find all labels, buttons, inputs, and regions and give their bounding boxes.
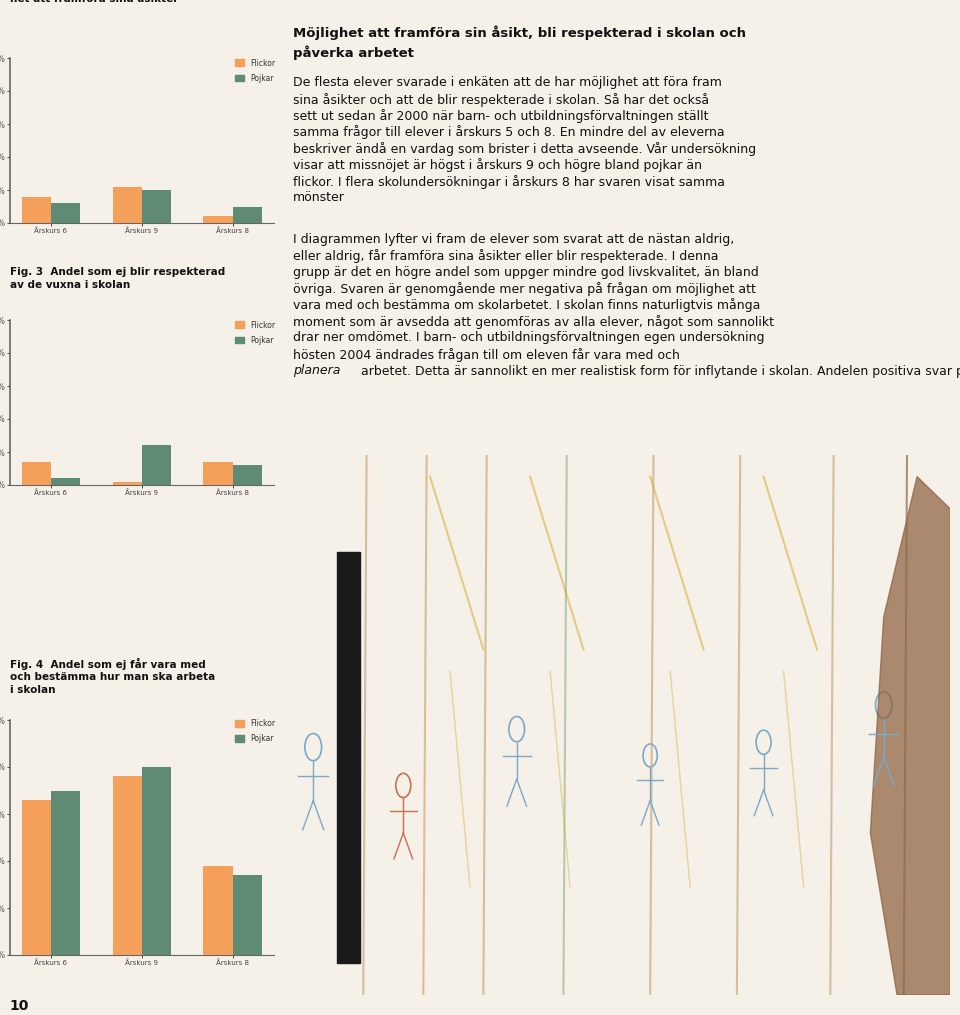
Bar [112,776,142,955]
Text: vara med och bestämma om skolarbetet. I skolan finns naturligtvis många: vara med och bestämma om skolarbetet. I … [293,298,760,313]
Bar [232,875,261,955]
Bar [51,203,80,223]
Bar [142,767,171,955]
Text: påverka arbetet: påverka arbetet [293,46,414,60]
Text: samma frågor till elever i årskurs 5 och 8. En mindre del av eleverna: samma frågor till elever i årskurs 5 och… [293,126,725,139]
Bar [232,206,261,223]
Legend: Flickor, Pojkar: Flickor, Pojkar [234,719,276,743]
Bar [112,187,142,223]
Legend: Flickor, Pojkar: Flickor, Pojkar [234,59,276,82]
Bar [204,216,232,223]
Text: planera: planera [293,364,340,378]
Bar [142,446,171,485]
Text: beskriver ändå en vardag som brister i detta avseende. Vår undersökning: beskriver ändå en vardag som brister i d… [293,142,756,155]
Bar [21,800,51,955]
Text: Fig. 2  Andel som ej har möjlig-
het att framföra sina åsikter: Fig. 2 Andel som ej har möjlig- het att … [10,0,194,4]
Text: mönster: mönster [293,191,345,204]
Text: Fig. 3  Andel som ej blir respekterad
av de vuxna i skolan: Fig. 3 Andel som ej blir respekterad av … [10,267,225,289]
Text: moment som är avsedda att genomföras av alla elever, något som sannolikt: moment som är avsedda att genomföras av … [293,315,774,329]
Text: Fig. 4  Andel som ej får vara med
och bestämma hur man ska arbeta
i skolan: Fig. 4 Andel som ej får vara med och bes… [10,658,215,694]
Bar [204,866,232,955]
Bar [232,465,261,485]
Legend: Flickor, Pojkar: Flickor, Pojkar [234,321,276,345]
Text: grupp är det en högre andel som uppger mindre god livskvalitet, än bland: grupp är det en högre andel som uppger m… [293,266,758,279]
Text: drar ner omdömet. I barn- och utbildningsförvaltningen egen undersökning: drar ner omdömet. I barn- och utbildning… [293,331,764,344]
Text: Möjlighet att framföra sin åsikt, bli respekterad i skolan och: Möjlighet att framföra sin åsikt, bli re… [293,25,746,40]
Bar [112,482,142,485]
Text: arbetet. Detta är sannolikt en mer realistisk form för inflytande i skolan. Ande: arbetet. Detta är sannolikt en mer reali… [361,364,960,378]
Polygon shape [871,477,950,995]
Text: visar att missnöjet är högst i årskurs 9 och högre bland pojkar än: visar att missnöjet är högst i årskurs 9… [293,158,702,173]
Bar [21,462,51,485]
Text: övriga. Svaren är genomgående mer negativa på frågan om möjlighet att: övriga. Svaren är genomgående mer negati… [293,282,756,296]
Bar [337,552,360,962]
Bar [204,462,232,485]
Text: flickor. I flera skolundersökningar i årskurs 8 har svaren visat samma: flickor. I flera skolundersökningar i år… [293,175,725,189]
Bar [21,197,51,223]
Bar [51,478,80,485]
Bar [142,190,171,223]
Text: De flesta elever svarade i enkäten att de har möjlighet att föra fram: De flesta elever svarade i enkäten att d… [293,76,722,89]
Text: 10: 10 [10,999,29,1013]
Text: sina åsikter och att de blir respekterade i skolan. Så har det också: sina åsikter och att de blir respekterad… [293,92,708,107]
Text: hösten 2004 ändrades frågan till om eleven får vara med och: hösten 2004 ändrades frågan till om elev… [293,348,680,361]
Text: I diagrammen lyfter vi fram de elever som svarat att de nästan aldrig,: I diagrammen lyfter vi fram de elever so… [293,232,734,246]
Text: sett ut sedan år 2000 när barn- och utbildningsförvaltningen ställt: sett ut sedan år 2000 när barn- och utbi… [293,109,708,123]
Bar [51,791,80,955]
Text: eller aldrig, får framföra sina åsikter eller blir respekterade. I denna: eller aldrig, får framföra sina åsikter … [293,250,718,263]
